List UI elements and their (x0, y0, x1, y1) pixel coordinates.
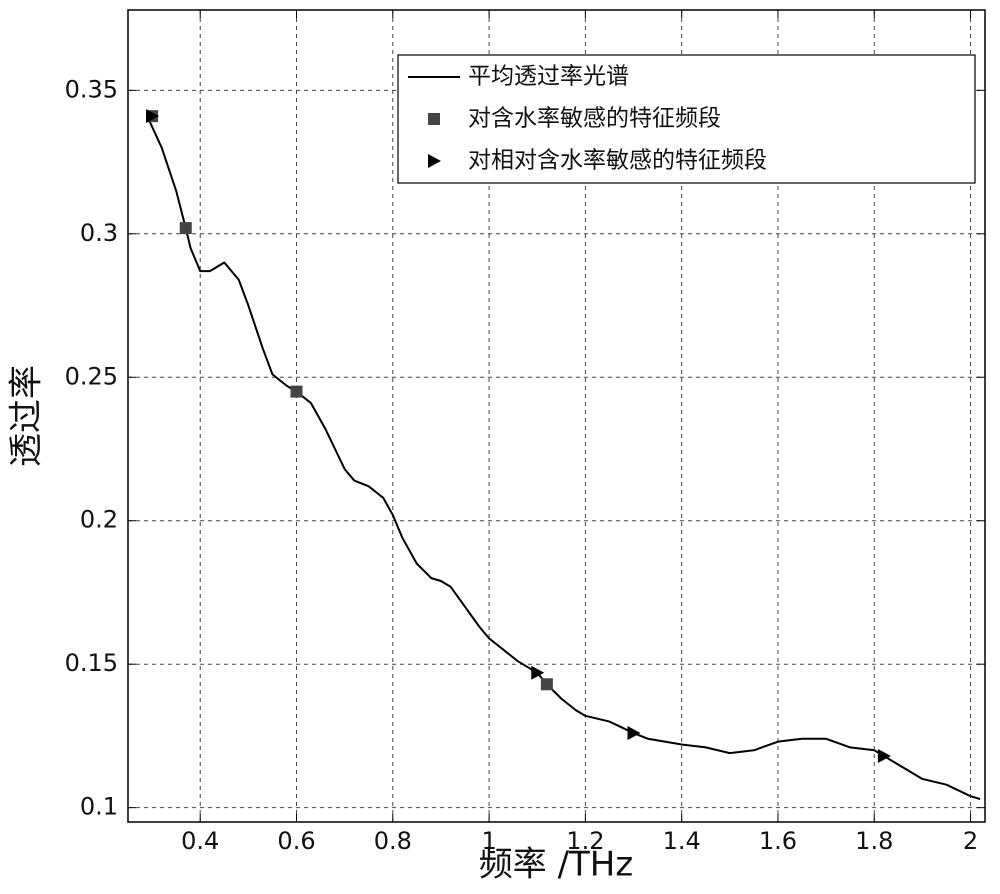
y-tick-label: 0.1 (80, 793, 118, 821)
marker (531, 665, 545, 680)
marker (540, 678, 553, 691)
x-tick-label: 1.8 (855, 827, 893, 855)
y-tick-label: 0.15 (65, 649, 118, 677)
x-tick-label: 0.8 (374, 827, 412, 855)
plot-frame (127, 9, 986, 823)
line (146, 115, 981, 801)
legend-text: 对含水率敏感的特征频段 (468, 106, 721, 132)
legend-swatch (428, 154, 441, 168)
x-tick-label: 0.4 (181, 827, 219, 855)
marker (877, 749, 891, 764)
x-tick-label: 1.6 (759, 827, 797, 855)
y-tick-label: 0.3 (80, 219, 118, 247)
x-tick-label: 0.6 (277, 827, 315, 855)
y-tick-label: 0.25 (65, 362, 118, 390)
y-axis-label: 透过率 (7, 365, 47, 467)
y-tick-label: 0.2 (80, 506, 118, 534)
legend-text: 对相对含水率敏感的特征频段 (468, 148, 767, 174)
marker (290, 385, 303, 398)
legend-swatch (428, 113, 440, 125)
marker (627, 726, 641, 741)
y-tick-label: 0.35 (65, 75, 118, 103)
x-tick-label: 1 (481, 827, 496, 855)
x-tick-label: 1.2 (566, 827, 604, 855)
x-axis-label: 频率 /THz (479, 845, 633, 885)
marker (179, 222, 192, 235)
marker (146, 109, 160, 124)
legend-text: 平均透过率光谱 (468, 64, 629, 90)
x-tick-label: 2 (963, 827, 978, 855)
x-tick-label: 1.4 (663, 827, 701, 855)
legend-box (397, 54, 976, 184)
